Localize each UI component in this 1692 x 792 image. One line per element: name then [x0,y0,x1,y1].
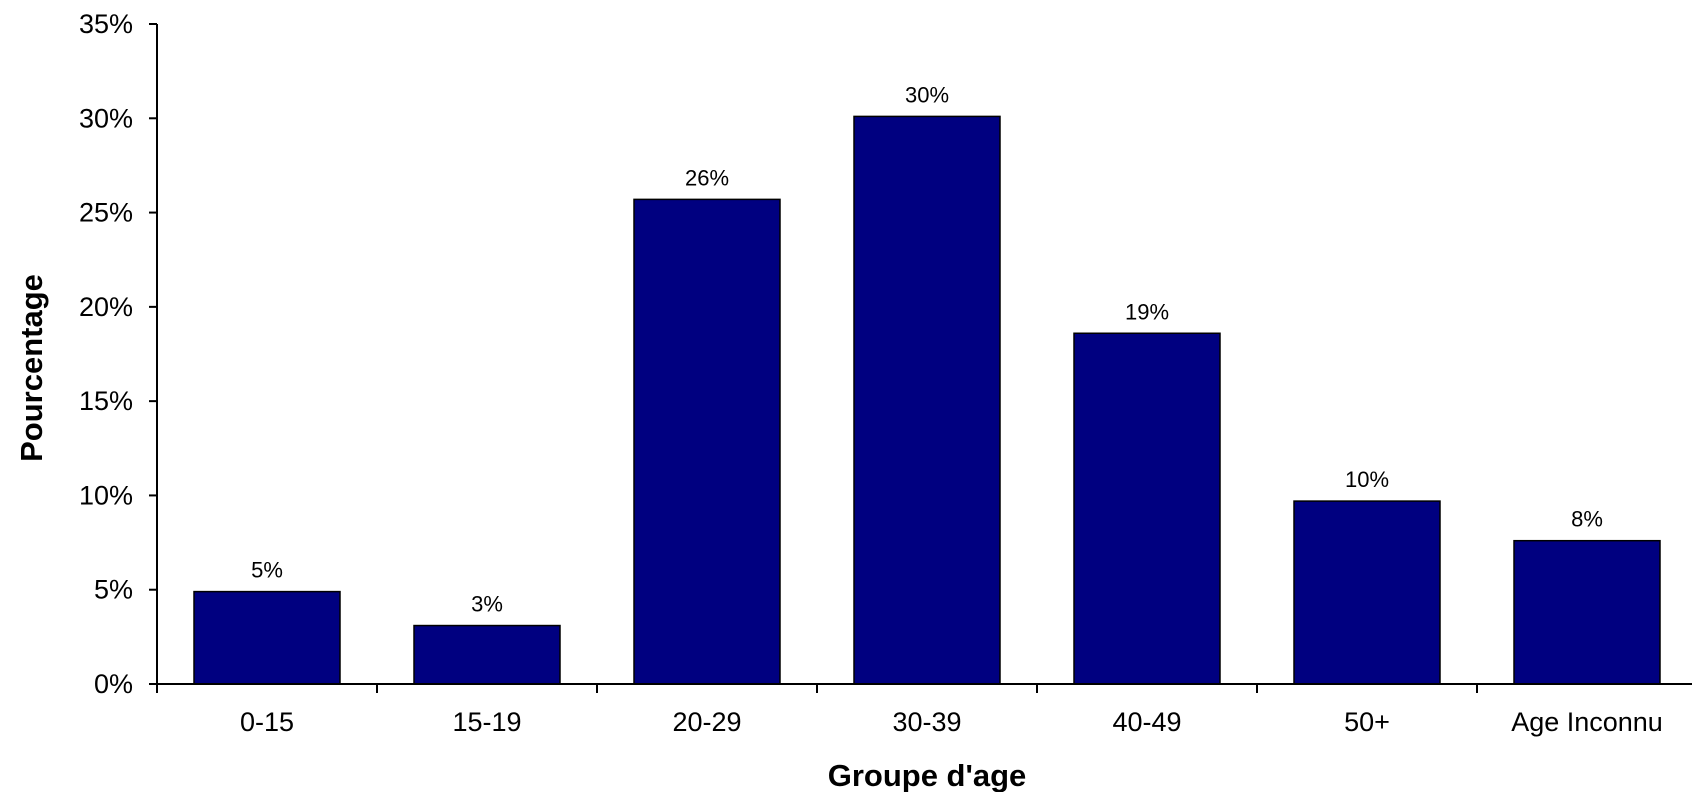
x-ticks-group: 0-15 15-19 20-29 30-39 40-49 50+ Age Inconnu [156,684,1663,737]
x-tick-label: 15-19 [452,707,521,737]
bar [633,198,781,685]
y-tick-label: 5% [94,575,133,605]
x-tick-label: Age Inconnu [1511,707,1663,737]
bar [1513,539,1661,685]
y-axis-title: Pourcentage [14,274,49,462]
y-tick-label: 20% [79,292,133,322]
y-ticks-group: 0% 5% 10% 15% 20% 25% 30% 35% [79,9,157,699]
data-label: 5% [251,558,283,583]
data-label: 10% [1345,467,1389,492]
y-tick-label: 30% [79,103,133,133]
bars-group [193,115,1661,685]
y-tick-label: 10% [79,480,133,510]
y-axis: 0% 5% 10% 15% 20% 25% 30% 35% [79,9,158,699]
data-label: 3% [471,592,503,617]
y-tick-label: 15% [79,386,133,416]
data-label: 30% [905,82,949,107]
bar [1073,332,1221,685]
bar [193,590,341,685]
bar [1293,500,1441,685]
data-label: 8% [1571,507,1603,532]
x-tick-label: 20-29 [672,707,741,737]
bar [853,115,1001,685]
data-labels-group: 5% 3% 26% 30% 19% 10% 8% [251,82,1603,616]
x-axis: 0-15 15-19 20-29 30-39 40-49 50+ Age Inconnu [156,683,1692,737]
y-tick-label: 25% [79,198,133,228]
bar [413,624,561,685]
x-tick-label: 0-15 [240,707,294,737]
x-axis-title: Groupe d'age [828,758,1027,792]
y-tick-label: 0% [94,669,133,699]
x-tick-label: 30-39 [892,707,961,737]
data-label: 19% [1125,299,1169,324]
x-tick-label: 40-49 [1112,707,1181,737]
y-tick-label: 35% [79,9,133,39]
x-tick-label: 50+ [1344,707,1390,737]
data-label: 26% [685,165,729,190]
